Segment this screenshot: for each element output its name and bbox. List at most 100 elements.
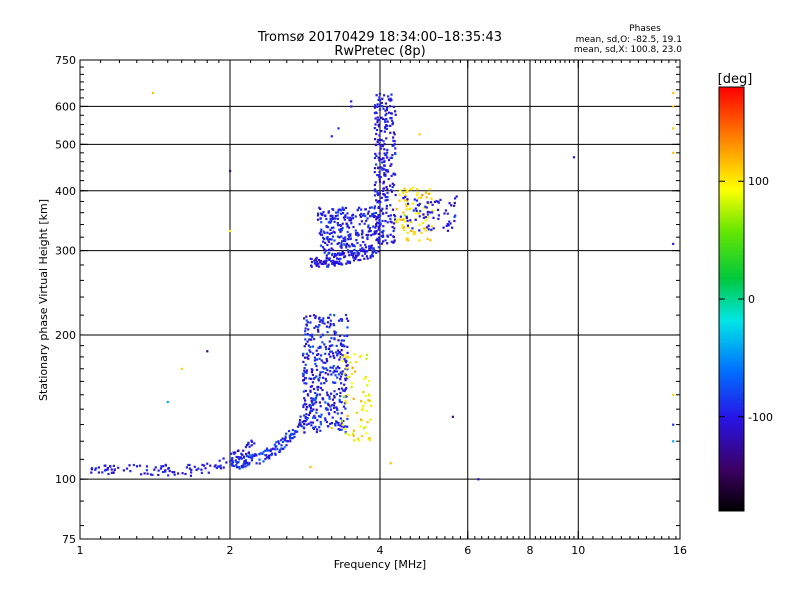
data-point <box>319 346 322 349</box>
data-point <box>305 413 308 416</box>
data-point <box>329 408 333 411</box>
data-point <box>375 154 378 157</box>
data-point <box>321 246 325 249</box>
data-point <box>326 360 329 363</box>
colorbar-strip <box>719 396 744 398</box>
data-point <box>369 245 372 248</box>
colorbar-strip <box>719 344 744 346</box>
data-point <box>343 389 346 393</box>
data-point <box>157 473 160 477</box>
data-point <box>412 209 415 212</box>
data-point <box>319 230 322 233</box>
colorbar-strip <box>719 402 744 404</box>
colorbar-strip <box>719 291 744 293</box>
data-point <box>378 143 381 146</box>
data-point <box>329 218 332 222</box>
data-point <box>314 397 317 400</box>
data-point <box>306 333 309 336</box>
data-point <box>338 208 341 211</box>
data-point <box>385 204 388 207</box>
data-point <box>419 210 422 213</box>
data-point <box>243 462 247 465</box>
data-point <box>268 454 271 457</box>
colorbar-strip <box>719 173 744 175</box>
colorbar-strip <box>719 441 744 443</box>
data-point <box>366 250 369 253</box>
data-point <box>382 229 385 232</box>
colorbar-strip <box>719 172 744 174</box>
data-point <box>443 212 446 215</box>
data-point <box>341 222 344 225</box>
data-point <box>339 343 343 346</box>
data-point <box>390 112 393 115</box>
data-point <box>381 230 384 233</box>
data-point <box>317 326 320 329</box>
data-point <box>337 339 340 342</box>
colorbar-strip <box>719 464 744 466</box>
data-point <box>446 229 450 232</box>
colorbar-strip <box>719 435 744 437</box>
data-point <box>129 470 132 473</box>
data-point <box>416 188 419 191</box>
data-point <box>307 357 310 360</box>
data-point <box>349 233 352 236</box>
data-point <box>337 127 340 130</box>
colorbar-strip <box>719 152 744 154</box>
data-point <box>387 178 390 181</box>
data-point <box>364 252 367 255</box>
data-point <box>377 238 380 241</box>
data-point <box>420 231 423 234</box>
data-point <box>324 401 327 404</box>
data-point <box>166 400 169 404</box>
data-point <box>342 239 345 242</box>
colorbar-strip <box>719 235 744 237</box>
data-point <box>373 156 377 160</box>
data-point <box>409 229 413 232</box>
colorbar-strip <box>719 433 744 435</box>
data-point <box>316 353 319 356</box>
colorbar-strip <box>719 133 744 135</box>
data-point <box>427 228 430 231</box>
data-point <box>376 140 379 143</box>
data-point <box>301 372 305 375</box>
data-point <box>322 230 325 233</box>
data-point <box>406 224 409 227</box>
data-point <box>188 463 191 467</box>
data-point <box>393 227 396 230</box>
data-point <box>242 466 245 469</box>
data-point <box>367 233 370 237</box>
data-point <box>375 224 378 227</box>
data-point <box>327 240 330 243</box>
data-point <box>378 219 381 222</box>
data-point <box>312 426 315 429</box>
colorbar-strip <box>719 93 744 95</box>
data-point <box>317 415 321 418</box>
colorbar-strip <box>719 472 744 474</box>
data-point <box>358 206 361 209</box>
data-point <box>377 138 380 142</box>
colorbar-strip <box>719 322 744 324</box>
colorbar-strip <box>719 269 744 271</box>
data-point <box>413 231 416 234</box>
data-point <box>317 353 320 356</box>
data-point <box>454 197 457 200</box>
data-point <box>306 356 309 359</box>
data-point <box>346 212 349 215</box>
data-point <box>310 409 314 412</box>
data-point <box>329 319 332 322</box>
data-point <box>449 222 452 225</box>
data-point <box>393 239 396 242</box>
data-point <box>344 354 347 357</box>
colorbar-strip <box>719 225 744 227</box>
data-point <box>319 405 322 408</box>
colorbar-strip <box>719 462 744 464</box>
data-point <box>384 125 387 129</box>
data-point <box>405 190 408 194</box>
data-point <box>266 447 269 450</box>
data-point <box>299 415 302 418</box>
data-point <box>303 402 306 405</box>
colorbar-strip <box>719 255 744 257</box>
data-point <box>326 231 329 234</box>
colorbar-strip <box>719 245 744 247</box>
data-point <box>335 351 338 354</box>
